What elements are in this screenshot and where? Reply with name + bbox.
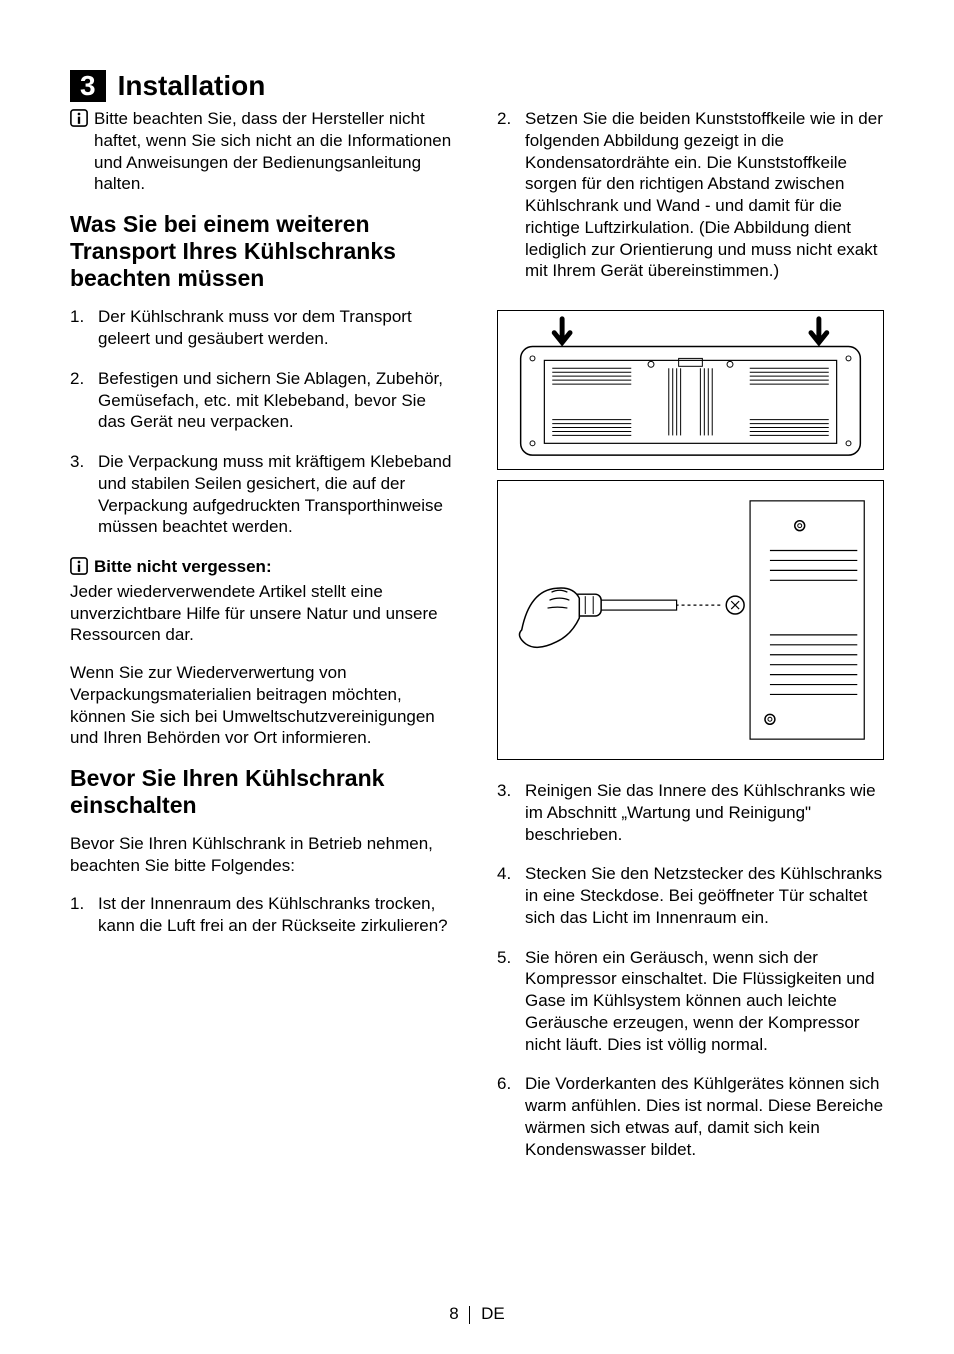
language-code: DE xyxy=(481,1304,505,1323)
list-item: Befestigen und sichern Sie Ablagen, Zube… xyxy=(70,368,457,433)
left-column: Bitte beachten Sie, dass der Hersteller … xyxy=(70,108,457,1178)
list-item: Der Kühlschrank muss vor dem Transport g… xyxy=(70,306,457,350)
page-number: 8 xyxy=(449,1304,458,1323)
list-item: Ist der Innenraum des Kühlschranks trock… xyxy=(70,893,457,937)
section-title: Installation xyxy=(118,70,266,102)
footer-separator xyxy=(469,1306,470,1324)
intro-note: Bitte beachten Sie, dass der Hersteller … xyxy=(70,108,457,195)
info-icon xyxy=(70,557,88,575)
reminder-block: Bitte nicht vergessen: Jeder wiederverwe… xyxy=(70,556,457,646)
reminder-text: Jeder wiederverwendete Artikel stellt ei… xyxy=(70,582,438,645)
intro-text: Bitte beachten Sie, dass der Hersteller … xyxy=(94,108,457,195)
content-columns: Bitte beachten Sie, dass der Hersteller … xyxy=(70,108,884,1178)
section-header: 3 Installation xyxy=(70,70,884,102)
right-top-list: Setzen Sie die beiden Kunststoffkeile wi… xyxy=(497,108,884,282)
page-footer: 8 DE xyxy=(0,1304,954,1324)
info-icon xyxy=(70,109,88,127)
subhead-transport: Was Sie bei einem weiteren Transport Ihr… xyxy=(70,211,457,292)
list-item: Stecken Sie den Netzstecker des Kühlschr… xyxy=(497,863,884,928)
list-item: Setzen Sie die beiden Kunststoffkeile wi… xyxy=(497,108,884,282)
list-item: Die Vorderkanten des Kühlgerätes können … xyxy=(497,1073,884,1160)
right-bottom-list: Reinigen Sie das Innere des Kühlschranks… xyxy=(497,780,884,1160)
recycle-text: Wenn Sie zur Wiederverwertung von Verpac… xyxy=(70,662,457,749)
right-column: Setzen Sie die beiden Kunststoffkeile wi… xyxy=(497,108,884,1178)
before-intro: Bevor Sie Ihren Kühlschrank in Betrieb n… xyxy=(70,833,457,877)
reminder-heading: Bitte nicht vergessen: xyxy=(94,556,272,578)
list-item: Sie hören ein Geräusch, wenn sich der Ko… xyxy=(497,947,884,1056)
diagram-screwdriver xyxy=(497,480,884,760)
list-item: Reinigen Sie das Innere des Kühlschranks… xyxy=(497,780,884,845)
subhead-power-on: Bevor Sie Ihren Kühlschrank einschalten xyxy=(70,765,457,819)
diagram-wedge-insertion xyxy=(497,310,884,470)
transport-list: Der Kühlschrank muss vor dem Transport g… xyxy=(70,306,457,538)
section-number: 3 xyxy=(70,70,106,102)
before-list: Ist der Innenraum des Kühlschranks trock… xyxy=(70,893,457,937)
list-item: Die Verpackung muss mit kräftigem Klebeb… xyxy=(70,451,457,538)
